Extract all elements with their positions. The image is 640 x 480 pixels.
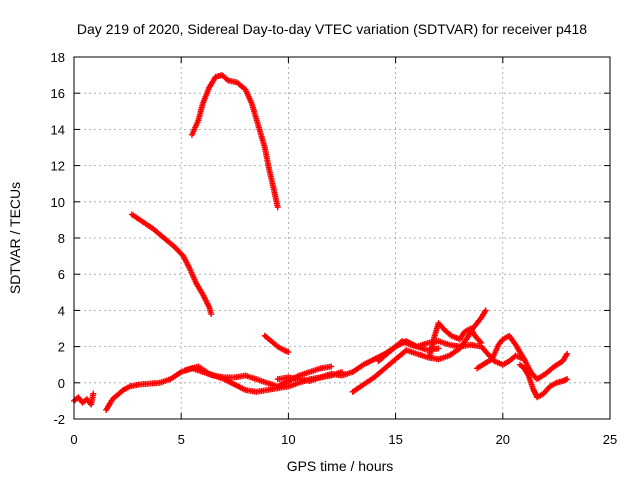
data-point [285, 349, 292, 356]
axis-ticks: 0 5 10 15 20 25 -2 0 2 4 6 8 10 12 14 16 18 [51, 50, 618, 447]
series-arc8 [349, 307, 489, 395]
y-tick-label: 6 [58, 267, 65, 282]
data-series [71, 72, 571, 413]
chart-title: Day 219 of 2020, Sidereal Day-to-day VTE… [77, 21, 587, 37]
data-point [224, 76, 231, 83]
series-arc11 [474, 332, 571, 383]
data-point [447, 331, 454, 338]
x-tick-label: 10 [281, 432, 295, 447]
y-tick-label: 8 [58, 231, 65, 246]
data-point [435, 345, 442, 352]
data-point [482, 307, 489, 314]
data-point [564, 350, 571, 357]
y-tick-label: 2 [58, 340, 65, 355]
x-tick-label: 0 [70, 432, 77, 447]
grid-lines [74, 57, 610, 419]
y-tick-label: 12 [51, 159, 65, 174]
series-arc5 [261, 332, 292, 356]
y-tick-label: 10 [51, 195, 65, 210]
axis-labels: Day 219 of 2020, Sidereal Day-to-day VTE… [7, 21, 587, 474]
y-tick-label: 4 [58, 303, 65, 318]
x-axis-label: GPS time / hours [287, 458, 394, 474]
x-tick-label: 25 [603, 432, 617, 447]
data-point [208, 311, 215, 318]
series-arc12 [516, 361, 571, 401]
y-tick-label: 18 [51, 50, 65, 65]
series-arc2 [103, 363, 335, 413]
x-tick-label: 15 [388, 432, 402, 447]
y-tick-label: 16 [51, 86, 65, 101]
y-axis-label: SDTVAR / TECUs [7, 182, 23, 294]
series-arc4 [128, 211, 215, 318]
series-arc1 [71, 390, 97, 408]
y-tick-label: 14 [51, 122, 65, 137]
series-arc3 [188, 72, 281, 211]
data-point [328, 363, 335, 370]
x-tick-label: 20 [496, 432, 510, 447]
data-point [478, 339, 485, 346]
x-tick-label: 5 [178, 432, 185, 447]
y-tick-label: 0 [58, 376, 65, 391]
series-arc10 [426, 320, 485, 359]
data-point [564, 376, 571, 383]
y-tick-label: -2 [53, 412, 65, 427]
data-point [274, 204, 281, 211]
data-point [90, 390, 97, 397]
